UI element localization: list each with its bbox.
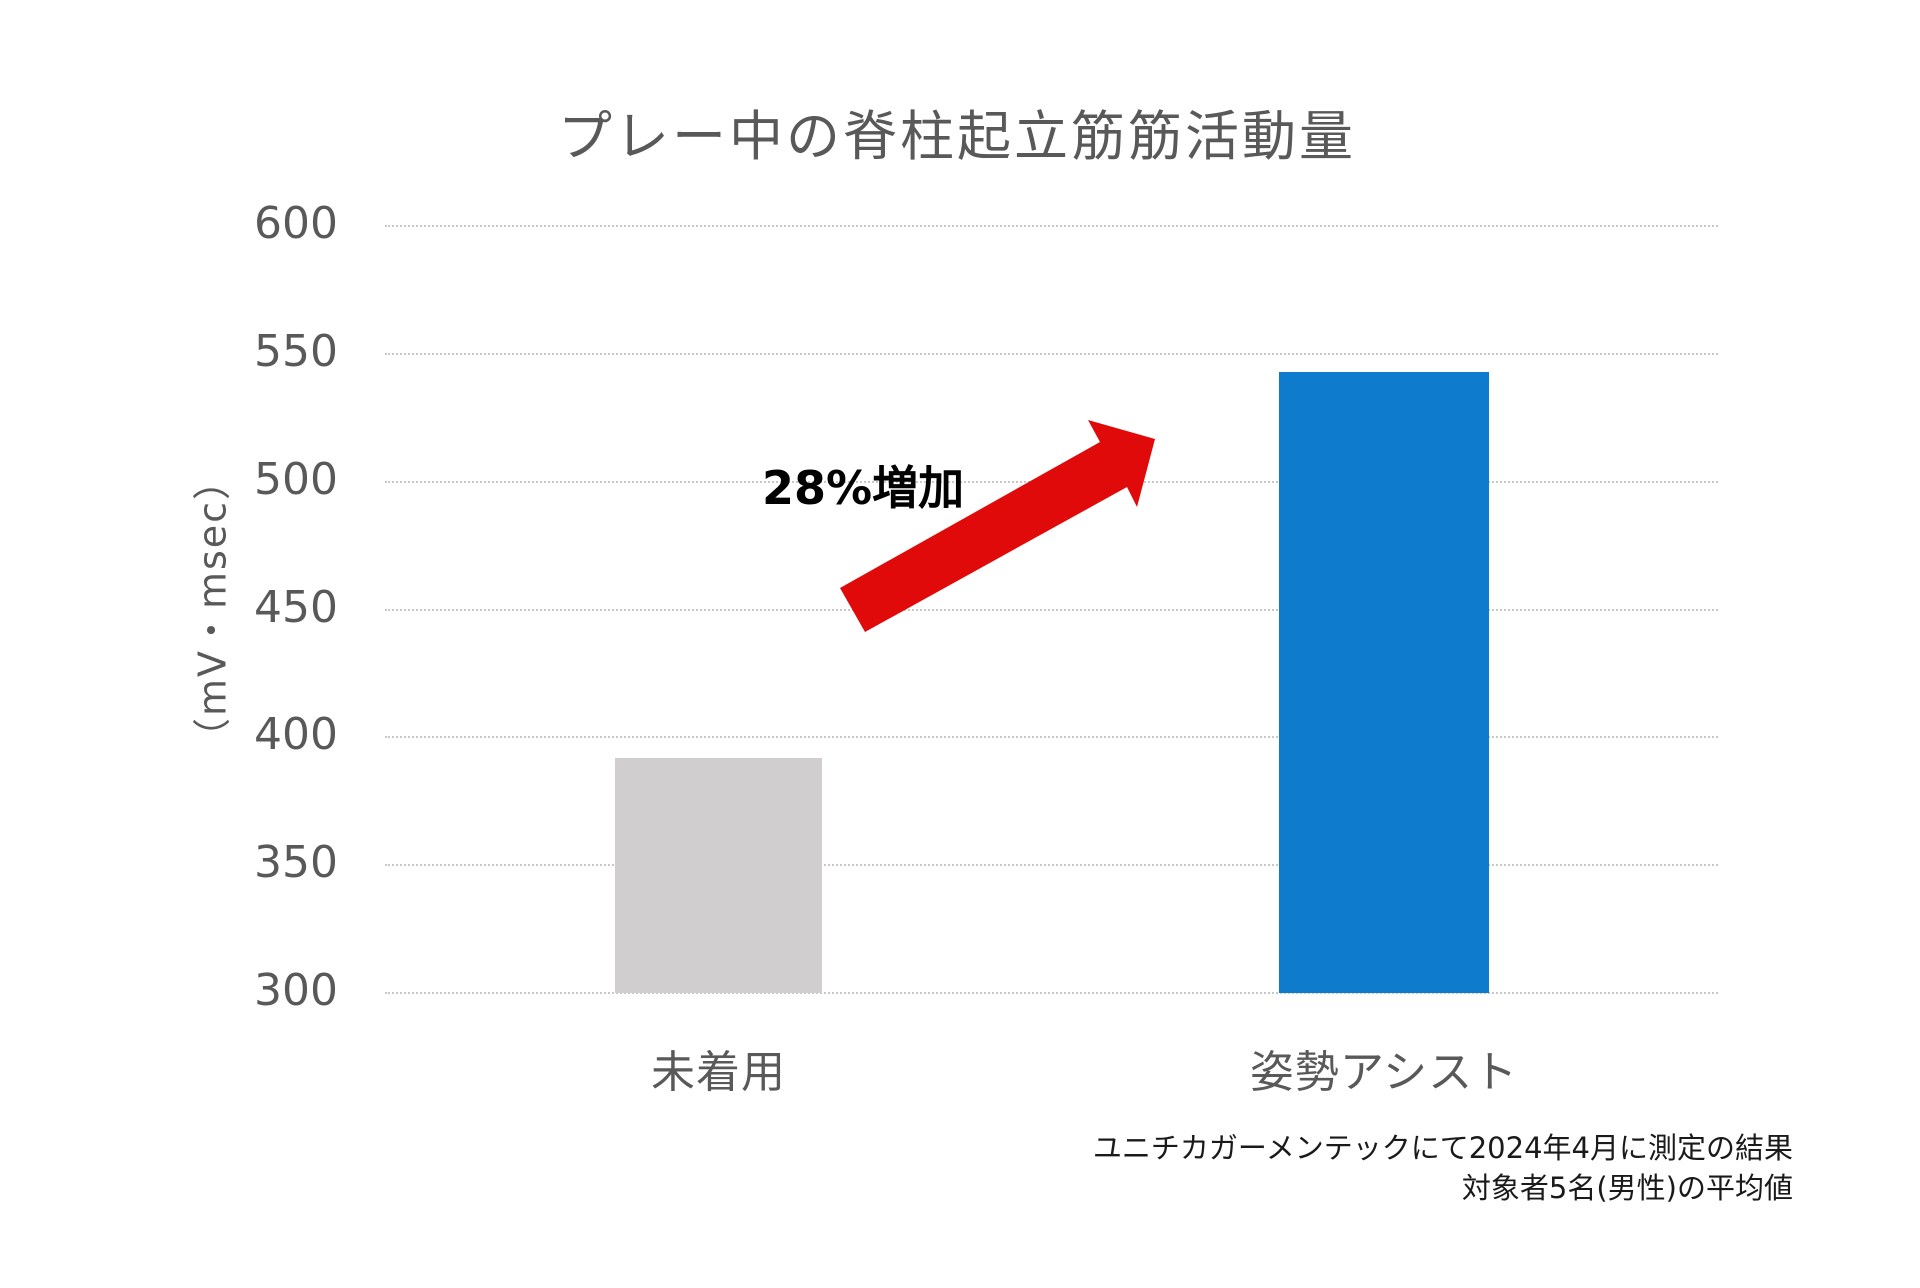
y-tick-label: 500	[254, 453, 338, 505]
bar-posture-assist	[1279, 371, 1489, 993]
y-tick-label: 300	[254, 964, 338, 1016]
gridline-450	[385, 608, 1718, 611]
gridline-350	[385, 864, 1718, 867]
bar-unworn	[615, 757, 822, 993]
gridline-400	[385, 736, 1718, 739]
y-tick-label: 600	[254, 197, 338, 249]
increase-annotation-label: 28%増加	[762, 461, 965, 515]
footnote-line-1: ユニチカガーメンテックにて2024年4月に測定の結果	[1092, 1131, 1793, 1165]
y-tick-label: 450	[254, 581, 338, 633]
gridline-550	[385, 352, 1718, 355]
y-tick-label: 400	[254, 709, 338, 761]
gridline-300	[385, 992, 1718, 994]
plot-area	[385, 225, 1718, 994]
chart-title: プレー中の脊柱起立筋筋活動量	[558, 105, 1356, 168]
x-label-posture-assist: 姿勢アシスト	[1249, 1047, 1519, 1098]
footnote-line-2: 対象者5名(男性)の平均値	[1461, 1171, 1793, 1205]
gridline-600	[385, 225, 1718, 227]
footnote: ユニチカガーメンテックにて2024年4月に測定の結果 対象者5名(男性)の平均値	[1093, 1128, 1793, 1208]
y-tick-label: 550	[254, 325, 338, 377]
gridline-500	[385, 480, 1718, 483]
y-tick-label: 350	[254, 836, 338, 888]
x-label-unworn: 未着用	[651, 1047, 786, 1098]
